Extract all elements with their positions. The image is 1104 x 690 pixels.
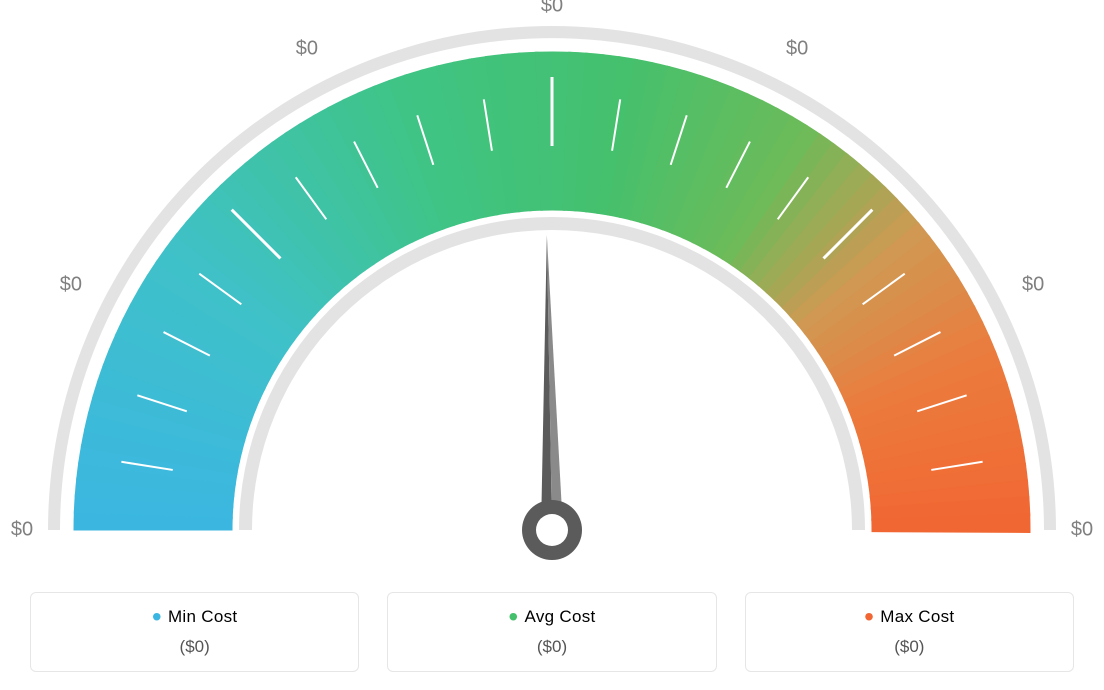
legend-row: •Min Cost ($0) •Avg Cost ($0) •Max Cost … [30,592,1074,672]
legend-title-max: •Max Cost [746,607,1073,627]
gauge-cost-chart: $0 $0 $0 $0 $0 $0 $0 •Min Cost ($0) •Avg Cost … [0,0,1104,690]
legend-label-min: Min Cost [168,607,237,626]
gauge-svg [0,0,1104,560]
legend-value-max: ($0) [746,637,1073,657]
legend-card-min: •Min Cost ($0) [30,592,359,672]
gauge-tick-label: $0 [11,519,33,542]
legend-title-avg: •Avg Cost [388,607,715,627]
legend-value-min: ($0) [31,637,358,657]
gauge-tick-label: $0 [786,37,808,60]
gauge-tick-label: $0 [1022,273,1044,296]
legend-title-min: •Min Cost [31,607,358,627]
gauge-tick-label: $0 [1071,519,1093,542]
legend-card-max: •Max Cost ($0) [745,592,1074,672]
gauge-tick-label: $0 [296,37,318,60]
gauge-tick-label: $0 [541,0,563,18]
gauge-area: $0 $0 $0 $0 $0 $0 $0 [0,0,1104,560]
legend-value-avg: ($0) [388,637,715,657]
legend-label-avg: Avg Cost [525,607,596,626]
legend-label-max: Max Cost [880,607,954,626]
gauge-tick-label: $0 [60,273,82,296]
legend-card-avg: •Avg Cost ($0) [387,592,716,672]
